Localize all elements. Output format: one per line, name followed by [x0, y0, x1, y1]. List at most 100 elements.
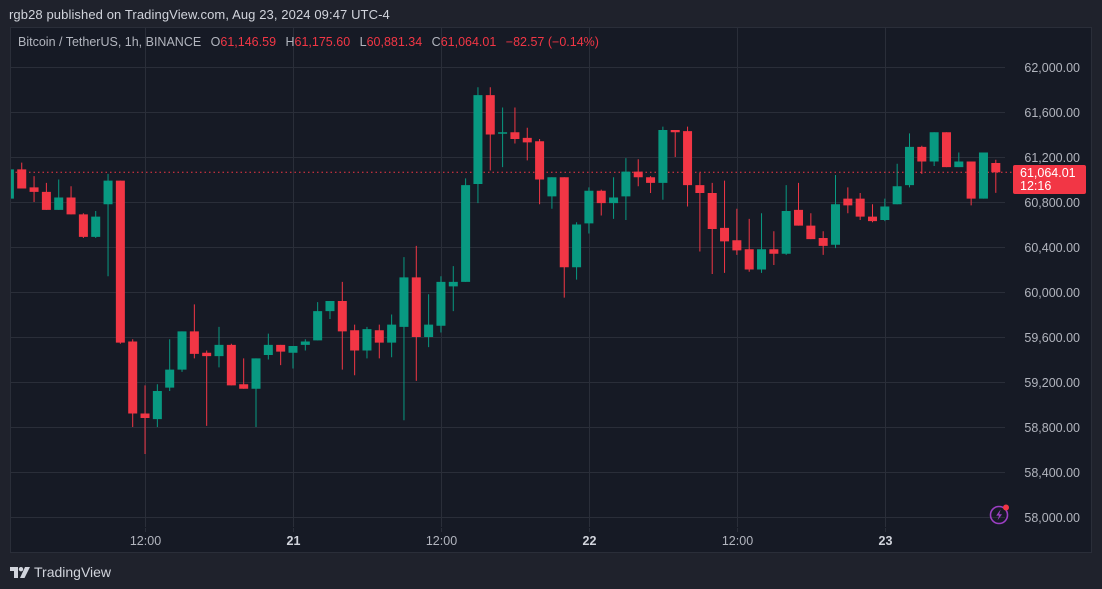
candle-up [387, 324, 397, 343]
candle-down [720, 227, 730, 242]
candle-up [325, 301, 335, 312]
price-axis-label: 61,600.00 [1024, 106, 1080, 120]
candle-down [485, 95, 495, 135]
candle-down [633, 171, 643, 178]
price-axis-label: 58,400.00 [1024, 466, 1080, 480]
candle-up [152, 391, 162, 420]
candle-down [941, 132, 951, 168]
last-price: 61,064.01 [1020, 166, 1076, 180]
candle-up [300, 341, 310, 345]
candle-down [707, 193, 717, 229]
candle-down [843, 198, 853, 206]
candle-up [892, 186, 902, 205]
candle-up [658, 130, 668, 183]
price-axis-label: 59,200.00 [1024, 376, 1080, 390]
low-label: L [359, 35, 367, 49]
candle-up [214, 344, 224, 357]
candle-down [374, 330, 384, 343]
candle-down [411, 277, 421, 337]
candle-down [695, 185, 705, 193]
candle-up [621, 171, 631, 197]
tradingview-brand[interactable]: TradingView [10, 564, 111, 580]
candle-down [29, 187, 39, 192]
high-label: H [285, 35, 295, 49]
candle-up [584, 190, 594, 224]
candle-down [966, 161, 976, 199]
close-value: 61,064.01 [440, 35, 497, 49]
alert-lightning-icon[interactable] [989, 503, 1011, 525]
candle-down [868, 216, 877, 222]
candle-down [769, 249, 779, 254]
candle-up [954, 161, 964, 168]
candle-down [78, 214, 88, 237]
candle-up [978, 152, 988, 199]
candle-up [54, 197, 64, 210]
candle-up [424, 324, 434, 337]
candle-up [448, 281, 458, 287]
candle-up [498, 132, 508, 134]
candle-down [128, 341, 138, 414]
candle-down [202, 352, 212, 357]
chart-panel[interactable] [10, 27, 1092, 553]
candle-up [263, 344, 273, 355]
candle-down [140, 413, 150, 418]
time-axis-label: 12:00 [722, 534, 753, 548]
price-axis-label: 59,600.00 [1024, 331, 1080, 345]
candle-down [17, 169, 27, 189]
candle-up [399, 277, 409, 327]
time-axis-label: 21 [287, 534, 301, 548]
price-axis-label: 58,800.00 [1024, 421, 1080, 435]
candle-down [337, 301, 347, 332]
candle-down [41, 191, 51, 210]
symbol-name[interactable]: Bitcoin / TetherUS, 1h, BINANCE [18, 35, 202, 49]
open-value: 61,146.59 [220, 35, 277, 49]
candle-down [646, 177, 656, 183]
candle-up [91, 216, 101, 237]
price-axis-label: 62,000.00 [1024, 61, 1080, 75]
tradingview-logo-icon [10, 566, 30, 578]
candle-up [781, 211, 791, 254]
candle-up [929, 132, 939, 162]
candle-up [165, 369, 175, 388]
candle-up [831, 204, 841, 245]
candle-up [757, 249, 767, 270]
time-axis-label: 12:00 [130, 534, 161, 548]
high-value: 61,175.60 [294, 35, 351, 49]
candle-down [535, 141, 545, 180]
brand-name: TradingView [34, 564, 112, 580]
price-axis-label: 58,000.00 [1024, 511, 1080, 525]
candle-down [794, 209, 804, 226]
candle-down [806, 225, 816, 240]
candle-down [991, 163, 1001, 173]
candle-down [522, 137, 532, 143]
candle-down [596, 190, 606, 204]
last-price-tag: 61,064.01 12:16 [1013, 165, 1086, 194]
candle-up [904, 146, 914, 186]
candle-up [288, 346, 298, 353]
publish-attribution: rgb28 published on TradingView.com, Aug … [9, 7, 390, 22]
low-value: 60,881.34 [366, 35, 423, 49]
candle-up [461, 185, 471, 282]
candle-down [917, 146, 927, 162]
change-value: −82.57 (−0.14%) [505, 35, 599, 49]
candle-down [559, 177, 569, 268]
price-axis-label: 60,000.00 [1024, 286, 1080, 300]
time-axis-label: 22 [583, 534, 597, 548]
candle-up [103, 180, 113, 205]
candles [11, 87, 1001, 454]
candle-down [744, 249, 754, 270]
candle-up [362, 329, 372, 351]
symbol-legend: Bitcoin / TetherUS, 1h, BINANCE O61,146.… [18, 35, 599, 49]
bar-countdown: 12:16 [1020, 179, 1052, 193]
candle-down [239, 384, 249, 389]
candle-down [683, 131, 693, 186]
candle-down [818, 238, 828, 246]
candle-up [473, 95, 483, 184]
candle-up [177, 331, 187, 370]
price-axis-label: 60,800.00 [1024, 196, 1080, 210]
candle-up [880, 206, 890, 220]
price-axis-label: 60,400.00 [1024, 241, 1080, 255]
candle-up [436, 281, 446, 326]
time-axis-label: 23 [879, 534, 893, 548]
